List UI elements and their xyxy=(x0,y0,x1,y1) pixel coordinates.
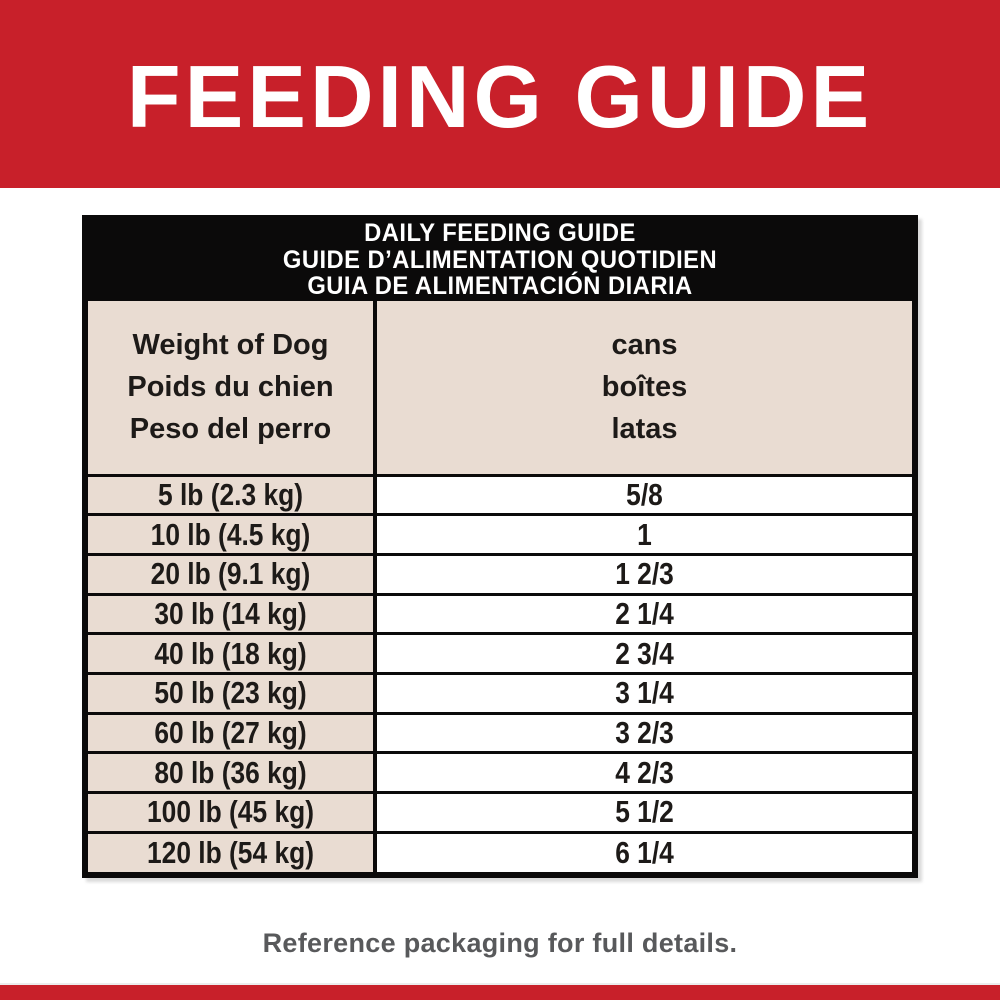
table-title-band: DAILY FEEDING GUIDE GUIDE D’ALIMENTATION… xyxy=(88,219,912,301)
table-row: 120 lb (54 kg) 6 1/4 xyxy=(88,830,912,872)
weight-header-spanish: Peso del perro xyxy=(129,413,332,446)
cans-value: 2 3/4 xyxy=(615,635,674,671)
weight-value: 100 lb (45 kg) xyxy=(147,794,314,830)
table-row: 100 lb (45 kg) 5 1/2 xyxy=(88,791,912,833)
weight-cell: 60 lb (27 kg) xyxy=(88,711,375,753)
cans-cell: 4 2/3 xyxy=(373,751,912,793)
table-row: 20 lb (9.1 kg) 1 2/3 xyxy=(88,552,912,595)
cans-cell: 3 1/4 xyxy=(373,671,912,714)
cans-value: 1 2/3 xyxy=(615,556,674,592)
cans-cell: 5/8 xyxy=(373,473,912,515)
cans-value: 1 xyxy=(637,516,652,552)
cans-cell: 1 xyxy=(373,513,912,555)
weight-value: 50 lb (23 kg) xyxy=(154,675,307,711)
weight-cell: 120 lb (54 kg) xyxy=(88,830,375,872)
cans-cell: 1 2/3 xyxy=(373,552,912,595)
table-title-french: GUIDE D’ALIMENTATION QUOTIDIEN xyxy=(282,245,718,274)
weight-value: 60 lb (27 kg) xyxy=(154,714,307,750)
footer-note: Reference packaging for full details. xyxy=(262,928,738,958)
weight-value: 20 lb (9.1 kg) xyxy=(150,556,311,592)
weight-cell: 20 lb (9.1 kg) xyxy=(88,552,375,595)
weight-header-english: Weight of Dog xyxy=(132,329,329,362)
weight-value: 80 lb (36 kg) xyxy=(154,754,307,790)
cans-value: 3 1/4 xyxy=(615,675,674,711)
cans-cell: 5 1/2 xyxy=(373,791,912,833)
cans-header-french: boîtes xyxy=(601,371,688,404)
column-header-cans: cans boîtes latas xyxy=(373,301,912,475)
weight-value: 120 lb (54 kg) xyxy=(147,834,314,870)
weight-cell: 100 lb (45 kg) xyxy=(88,791,375,833)
cans-value: 6 1/4 xyxy=(615,834,674,870)
cans-header-spanish: latas xyxy=(611,413,678,446)
bottom-hairline xyxy=(0,983,1000,985)
feeding-table: Weight of Dog Poids du chien Peso del pe… xyxy=(88,301,912,872)
weight-value: 10 lb (4.5 kg) xyxy=(150,516,311,552)
weight-cell: 50 lb (23 kg) xyxy=(88,671,375,714)
weight-header-french: Poids du chien xyxy=(127,371,334,404)
weight-value: 30 lb (14 kg) xyxy=(154,595,307,631)
table-row: 50 lb (23 kg) 3 1/4 xyxy=(88,671,912,714)
cans-cell: 2 3/4 xyxy=(373,632,912,674)
bottom-red-strip xyxy=(0,985,1000,1000)
table-row: 30 lb (14 kg) 2 1/4 xyxy=(88,592,912,634)
weight-cell: 40 lb (18 kg) xyxy=(88,632,375,674)
weight-cell: 5 lb (2.3 kg) xyxy=(88,473,375,515)
cans-cell: 2 1/4 xyxy=(373,592,912,634)
table-title-spanish: GUIA DE ALIMENTACIÓN DIARIA xyxy=(307,272,693,301)
table-row: 80 lb (36 kg) 4 2/3 xyxy=(88,751,912,793)
cans-value: 2 1/4 xyxy=(615,595,674,631)
table-row: 5 lb (2.3 kg) 5/8 xyxy=(88,473,912,515)
weight-cell: 10 lb (4.5 kg) xyxy=(88,513,375,555)
cans-cell: 3 2/3 xyxy=(373,711,912,753)
weight-cell: 80 lb (36 kg) xyxy=(88,751,375,793)
weight-cell: 30 lb (14 kg) xyxy=(88,592,375,634)
cans-value: 5/8 xyxy=(626,476,663,512)
cans-value: 3 2/3 xyxy=(615,714,674,750)
feeding-guide-banner: FEEDING GUIDE xyxy=(0,0,1000,188)
header-row: Weight of Dog Poids du chien Peso del pe… xyxy=(88,301,912,475)
column-header-weight-of-dog: Weight of Dog Poids du chien Peso del pe… xyxy=(88,301,375,475)
table-row: 10 lb (4.5 kg) 1 xyxy=(88,513,912,555)
table-row: 60 lb (27 kg) 3 2/3 xyxy=(88,711,912,753)
cans-value: 4 2/3 xyxy=(615,754,674,790)
weight-value: 40 lb (18 kg) xyxy=(154,635,307,671)
cans-cell: 6 1/4 xyxy=(373,830,912,872)
cans-value: 5 1/2 xyxy=(615,794,674,830)
weight-value: 5 lb (2.3 kg) xyxy=(158,476,303,512)
daily-feeding-guide-table: DAILY FEEDING GUIDE GUIDE D’ALIMENTATION… xyxy=(82,215,918,878)
banner-title: FEEDING GUIDE xyxy=(126,47,874,146)
table-row: 40 lb (18 kg) 2 3/4 xyxy=(88,632,912,674)
table-title-english: DAILY FEEDING GUIDE xyxy=(364,219,636,248)
cans-header-english: cans xyxy=(611,329,678,362)
